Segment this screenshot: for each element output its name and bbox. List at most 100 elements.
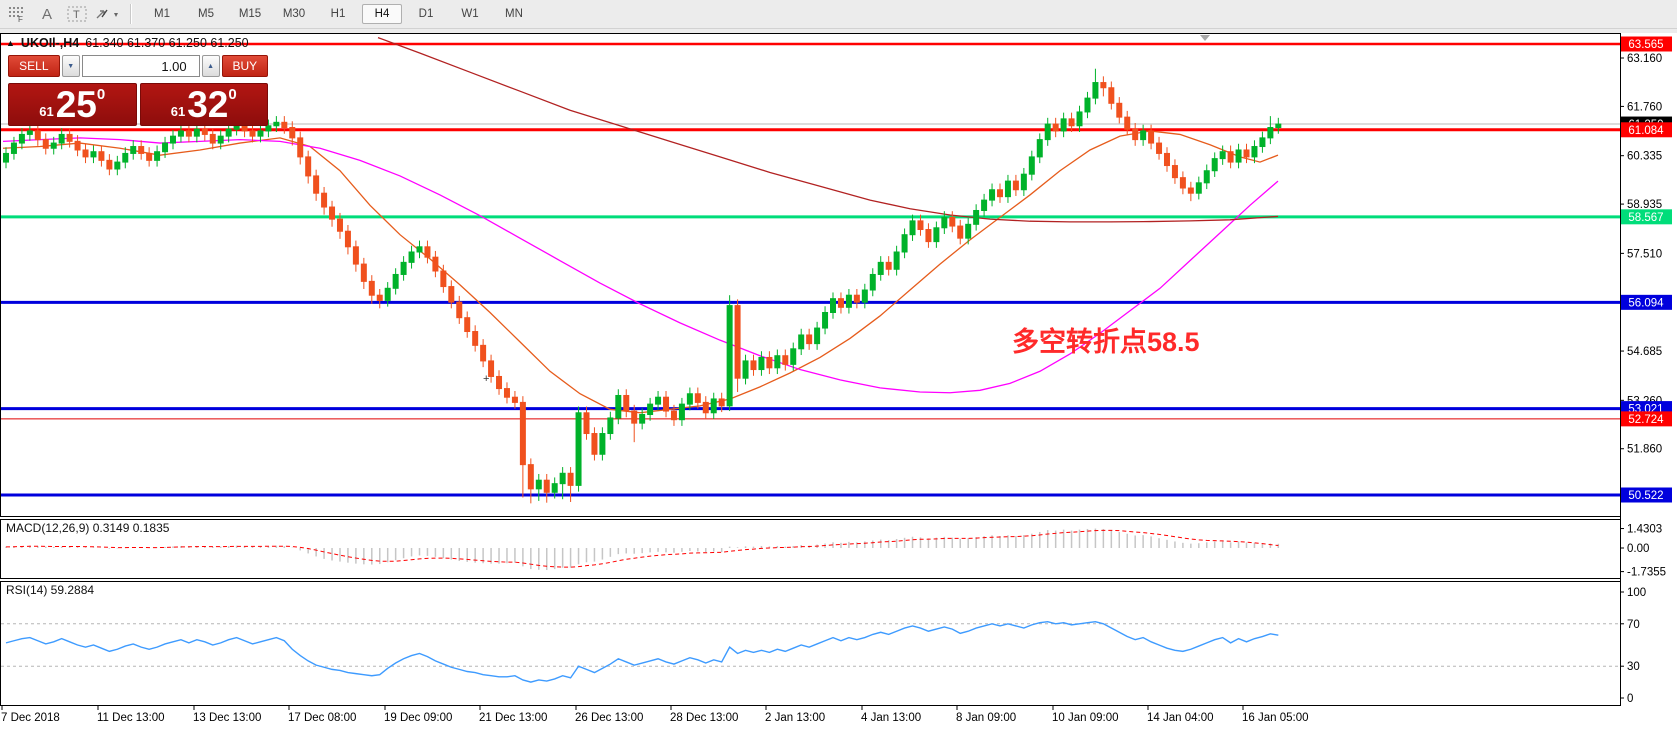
candle-body [710, 398, 717, 414]
candle-body [575, 412, 582, 486]
candle-body [933, 227, 940, 243]
time-axis-label: 14 Jan 04:00 [1147, 712, 1214, 724]
candle-body [686, 393, 693, 405]
timeframe-button-M15[interactable]: M15 [238, 8, 262, 20]
grid-f-icon[interactable]: F [4, 3, 30, 25]
rsi-line [5, 620, 1279, 683]
toolbar: F A T M1 M5 M15 M30 H1 H4 D1 W1 MN [0, 0, 1677, 29]
candle-body [472, 331, 479, 346]
timeframe-button-M30[interactable]: M30 [282, 8, 306, 20]
window-top-strip [0, 28, 1677, 33]
buy-price-panel[interactable]: 61 32 0 [139, 83, 268, 126]
candle-body [599, 433, 606, 455]
volume-increase-button[interactable]: ▲ [201, 55, 220, 77]
candle-body [281, 121, 288, 129]
rsi-pane-border [0, 581, 1621, 706]
candle-body [957, 225, 964, 239]
candle-body [1132, 128, 1139, 141]
candle-body [138, 146, 145, 154]
text-box-glyph: T [67, 6, 87, 22]
arrows-icon[interactable] [94, 3, 120, 25]
timeframe-button-MN[interactable]: MN [505, 8, 523, 20]
price-badge-bg-56.094 [1621, 294, 1672, 310]
candle-body [845, 294, 852, 308]
macd-signal-line [5, 529, 1279, 568]
candle-body [440, 270, 447, 288]
candle-body [1267, 127, 1274, 139]
candle-body [1195, 182, 1202, 194]
candle-body [34, 130, 41, 141]
candle-body [122, 152, 129, 163]
time-axis-label: 2 Jan 13:00 [765, 712, 825, 724]
candle-body [623, 394, 630, 412]
candle-body [503, 388, 510, 398]
candle-body [448, 286, 455, 303]
candle-body [66, 133, 73, 142]
time-axis-label: 8 Jan 09:00 [956, 712, 1016, 724]
sell-price-panel[interactable]: 61 25 0 [8, 83, 137, 126]
candle-body [702, 401, 709, 414]
candle-body [1012, 180, 1019, 191]
timeframe-button-H4[interactable]: H4 [362, 4, 402, 24]
macd-scale-label: 0.00 [1627, 543, 1649, 555]
ma-mid-magenta [2, 137, 1279, 394]
svg-text:F: F [18, 15, 23, 23]
candle-body [98, 151, 105, 161]
candle-body [893, 251, 900, 270]
buy-button[interactable]: BUY [221, 55, 268, 77]
candle-body [18, 133, 25, 144]
symbol-expand-icon[interactable]: ▲ [6, 38, 15, 48]
candle-body [917, 220, 924, 231]
rsi-scale-label: 0 [1627, 693, 1633, 705]
text-box-icon[interactable]: T [64, 3, 90, 25]
candle-body [217, 135, 224, 144]
volume-input[interactable] [81, 55, 200, 77]
candle-body [1084, 97, 1091, 113]
candle-body [567, 472, 574, 486]
candle-body [488, 360, 495, 377]
timeframe-button-M5[interactable]: M5 [198, 8, 214, 20]
label-a-icon[interactable]: A [41, 5, 52, 23]
candle-body [1179, 177, 1186, 189]
chart-shift-marker-icon[interactable] [1200, 35, 1210, 41]
sell-button[interactable]: SELL [8, 55, 60, 77]
candle-body [106, 159, 113, 170]
candle-body [352, 246, 359, 265]
candle-body [154, 151, 161, 161]
candle-body [3, 152, 9, 163]
candle-body [639, 414, 646, 424]
timeframe-button-M1[interactable]: M1 [154, 8, 170, 20]
volume-decrease-button[interactable]: ▼ [61, 55, 80, 77]
buy-price-sup: 0 [228, 86, 237, 103]
timeframe-button-H1[interactable]: H1 [330, 8, 346, 20]
candle-body [42, 139, 49, 149]
candle-body [416, 246, 423, 253]
candle-body [146, 152, 153, 161]
candle-body [384, 287, 391, 301]
ma-slow-crimson [377, 36, 1279, 223]
candle-body [726, 305, 733, 407]
price-badge-52.724: 52.724 [1628, 414, 1664, 426]
timeframe-button-D1[interactable]: D1 [418, 8, 434, 20]
candle-body [1163, 152, 1170, 167]
candle-body [297, 137, 304, 158]
candle-body [1243, 149, 1250, 158]
candle-body [26, 130, 33, 135]
candle-body [400, 261, 407, 275]
timeframe-button-W1[interactable]: W1 [461, 8, 479, 20]
time-axis-label: 17 Dec 08:00 [288, 712, 356, 724]
candle-body [1156, 142, 1163, 154]
toolbar-separator [130, 4, 132, 24]
macd-label: MACD(12,26,9) 0.3149 0.1835 [6, 521, 170, 535]
candle-body [750, 360, 757, 371]
candle-body [1036, 139, 1043, 158]
rsi-scale-label: 30 [1627, 661, 1640, 673]
candle-body [185, 130, 192, 137]
candle-body [1060, 118, 1067, 132]
candle-body [90, 151, 97, 158]
candle-body [1068, 118, 1075, 127]
candle-body [591, 433, 598, 455]
candle-body [837, 298, 844, 308]
candle-body [631, 410, 638, 424]
